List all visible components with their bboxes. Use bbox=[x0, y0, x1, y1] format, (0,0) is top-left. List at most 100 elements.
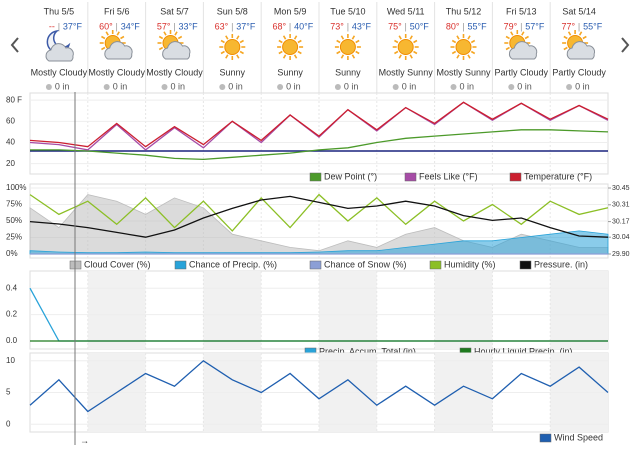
sun-ray bbox=[158, 35, 164, 40]
sun-ray bbox=[297, 39, 302, 44]
day-high: 77° bbox=[561, 21, 575, 31]
day-condition: Sunny bbox=[277, 67, 303, 77]
sun-ray bbox=[163, 31, 167, 36]
day-precip: 0 in bbox=[517, 81, 532, 91]
precip-drop bbox=[450, 84, 457, 90]
sun-ray bbox=[158, 46, 164, 51]
y-tick-label: 50% bbox=[6, 216, 22, 225]
y2-tick-label: 30.04 bbox=[612, 234, 630, 241]
legend-label: Humidity (%) bbox=[444, 259, 496, 269]
sun-ray bbox=[225, 54, 229, 59]
sun-ray bbox=[456, 54, 460, 59]
day-precip: 0 in bbox=[228, 81, 243, 91]
day-date: Thu 5/5 bbox=[44, 6, 75, 16]
day-low: 37°F bbox=[236, 21, 256, 31]
y-tick-label: 10 bbox=[6, 356, 15, 365]
cloud bbox=[162, 41, 191, 60]
sun-ray bbox=[220, 50, 225, 55]
hi-lo-sep: | bbox=[289, 21, 291, 31]
sun-ray bbox=[225, 35, 229, 40]
sun-ray bbox=[413, 39, 418, 44]
day-low: 57°F bbox=[525, 21, 545, 31]
hi-lo-sep: | bbox=[405, 21, 407, 31]
sun-ray bbox=[394, 50, 399, 55]
y-tick-label: 60 bbox=[6, 116, 15, 125]
y-tick-label: 0.4 bbox=[6, 283, 18, 292]
sun-ray bbox=[278, 50, 283, 55]
sun-ray bbox=[236, 54, 240, 59]
sun-ray bbox=[582, 35, 587, 40]
day-low: 55°F bbox=[583, 21, 603, 31]
sun-ray bbox=[336, 50, 341, 55]
day-condition: Mostly Cloudy bbox=[88, 67, 145, 77]
sun-ray bbox=[467, 35, 471, 40]
y2-tick-label: 30.17 bbox=[612, 218, 630, 225]
legend-label: Temperature (°F) bbox=[524, 171, 592, 181]
sun-ray bbox=[236, 35, 240, 40]
day-high: 75° bbox=[388, 21, 402, 31]
sun-ray bbox=[351, 35, 356, 40]
day-band bbox=[203, 271, 262, 349]
precip-drop bbox=[277, 84, 284, 90]
sun-ray bbox=[340, 54, 345, 59]
day-date: Fri 5/6 bbox=[104, 6, 130, 16]
sun-ray bbox=[105, 31, 109, 36]
series-line bbox=[30, 129, 609, 161]
day-high: 79° bbox=[504, 21, 518, 31]
day-high: 63° bbox=[215, 21, 229, 31]
series-line bbox=[29, 195, 609, 238]
y-tick-label: 75% bbox=[6, 200, 22, 209]
day-precip: 0 in bbox=[113, 81, 128, 91]
day-low: 33°F bbox=[179, 21, 199, 31]
sun-ray bbox=[521, 31, 525, 36]
y2-tick-label: 30.45 bbox=[612, 185, 630, 192]
legend-swatch bbox=[429, 260, 442, 270]
sun-ray bbox=[394, 39, 399, 44]
legend-swatch bbox=[174, 260, 187, 270]
day-condition: Mostly Sunny bbox=[436, 67, 491, 77]
sun-ray bbox=[120, 35, 125, 40]
legend-label: Chance of Precip. (%) bbox=[189, 259, 277, 269]
next-arrow[interactable] bbox=[621, 37, 630, 53]
y-tick-label: 100% bbox=[6, 183, 26, 192]
day-date: Sat 5/14 bbox=[562, 6, 596, 16]
precip-drop bbox=[392, 84, 399, 90]
sun-ray bbox=[174, 31, 178, 36]
y-tick-label: 5 bbox=[6, 388, 11, 397]
precip-drop bbox=[161, 84, 168, 90]
legend-swatch bbox=[309, 260, 322, 270]
hi-lo-sep: | bbox=[116, 21, 118, 31]
legend-label: Pressure. (in) bbox=[534, 259, 588, 269]
now-arrow: → bbox=[80, 435, 89, 445]
sun-ray bbox=[578, 31, 583, 36]
day-date: Sun 5/8 bbox=[217, 6, 248, 16]
legend-label: Chance of Snow (%) bbox=[324, 259, 407, 269]
legend-swatch bbox=[404, 172, 417, 182]
day-precip: 0 in bbox=[286, 81, 301, 91]
precip-drop bbox=[508, 84, 515, 90]
prev-arrow[interactable] bbox=[10, 37, 19, 53]
precip-drop bbox=[334, 84, 341, 90]
sun-ray bbox=[282, 35, 287, 40]
sun-ray bbox=[398, 54, 402, 59]
day-condition: Mostly Sunny bbox=[379, 67, 434, 77]
day-condition: Partly Cloudy bbox=[495, 67, 549, 77]
series-line bbox=[29, 359, 609, 413]
legend-swatch bbox=[509, 172, 522, 182]
series-line bbox=[29, 101, 609, 148]
sun-ray bbox=[563, 46, 568, 51]
sun-ray bbox=[340, 35, 345, 40]
day-precip: 0 in bbox=[171, 81, 186, 91]
area bbox=[29, 230, 609, 255]
day-date: Tue 5/10 bbox=[330, 6, 365, 16]
sun-ray bbox=[451, 50, 457, 55]
sun-ray bbox=[220, 39, 225, 44]
sun-ray bbox=[470, 39, 476, 44]
sun-ray bbox=[451, 39, 457, 44]
hi-lo-sep: | bbox=[462, 21, 464, 31]
cloud bbox=[508, 41, 538, 60]
day-date: Mon 5/9 bbox=[274, 6, 307, 16]
sun-ray bbox=[177, 35, 183, 40]
day-precip: 0 in bbox=[575, 81, 590, 91]
